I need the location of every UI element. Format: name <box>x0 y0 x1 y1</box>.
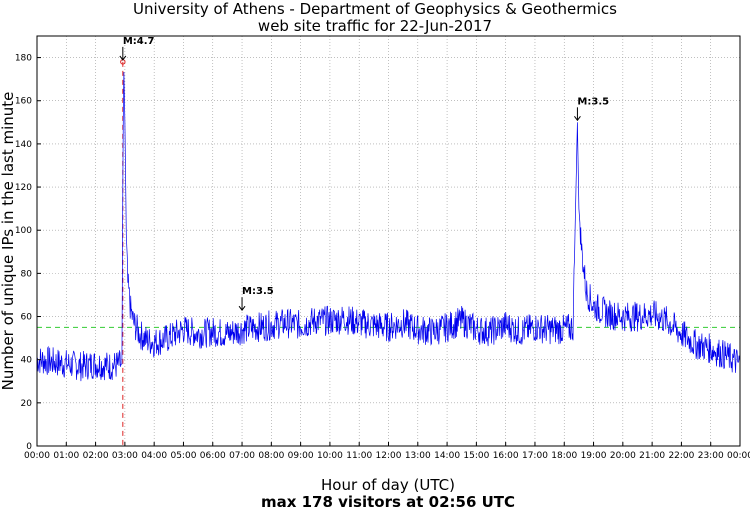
y-tick-labels: 0 20 40 60 80 100 120 140 160 180 <box>15 54 41 452</box>
x-tick-label: 12:00 <box>376 451 402 461</box>
y-tick-label: 120 <box>15 183 32 193</box>
annotation-label: M:3.5 <box>242 286 274 297</box>
annotation-arrowhead <box>238 305 246 312</box>
traffic-series-line <box>36 71 741 382</box>
x-tick-label: 10:00 <box>317 451 343 461</box>
annotations-layer: M:4.7 M:3.5 M:3.5 <box>119 36 609 312</box>
y-tick-label: 180 <box>15 54 32 64</box>
annotation-arrowhead <box>574 116 581 122</box>
y-axis-label: Number of unique IPs in the last minute <box>0 92 17 391</box>
chart-title: University of Athens - Department of Geo… <box>133 0 617 18</box>
x-tick-label: 17:00 <box>522 451 548 461</box>
x-axis-label: Hour of day (UTC) <box>321 476 455 494</box>
grid-lines <box>37 36 740 446</box>
x-tick-label: 08:00 <box>258 451 284 461</box>
x-tick-labels: 00:00 01:00 02:00 03:00 04:00 05:00 06:00 07:00… <box>24 442 750 461</box>
y-tick-label: 140 <box>15 140 32 150</box>
annotation-label: M:3.5 <box>577 96 609 107</box>
x-tick-label: 14:00 <box>434 451 460 461</box>
x-tick-label: 00:00 <box>727 451 750 461</box>
max-visitors-footer: max 178 visitors at 02:56 UTC <box>261 493 515 511</box>
y-tick-label: 100 <box>15 226 32 236</box>
x-tick-label: 02:00 <box>83 451 109 461</box>
x-tick-label: 21:00 <box>639 451 665 461</box>
y-tick-label: 80 <box>21 269 33 279</box>
x-tick-label: 22:00 <box>668 451 694 461</box>
x-tick-label: 20:00 <box>610 451 636 461</box>
y-tick-label: 60 <box>21 313 33 323</box>
x-tick-label: 18:00 <box>551 451 577 461</box>
chart-subtitle: web site traffic for 22-Jun-2017 <box>258 17 492 35</box>
y-tick-label: 0 <box>26 442 32 452</box>
x-tick-label: 15:00 <box>463 451 489 461</box>
series-layer <box>36 59 741 382</box>
y-tick-label: 20 <box>21 399 33 409</box>
y-tick-label: 160 <box>15 97 32 107</box>
x-tick-label: 00:00 <box>24 451 50 461</box>
y-tick-label: 40 <box>21 356 33 366</box>
x-tick-label: 11:00 <box>346 451 372 461</box>
x-tick-label: 16:00 <box>493 451 519 461</box>
reference-lines <box>37 61 740 446</box>
x-tick-label: 05:00 <box>170 451 196 461</box>
x-tick-label: 06:00 <box>200 451 226 461</box>
x-tick-label: 23:00 <box>698 451 724 461</box>
x-tick-label: 13:00 <box>405 451 431 461</box>
x-tick-label: 07:00 <box>229 451 255 461</box>
x-tick-label: 03:00 <box>112 451 138 461</box>
x-tick-label: 04:00 <box>141 451 167 461</box>
annotation-label: M:4.7 <box>123 36 155 47</box>
x-tick-label: 19:00 <box>581 451 607 461</box>
x-tick-label: 01:00 <box>53 451 79 461</box>
annotation-arrowhead <box>119 55 127 61</box>
x-tick-label: 09:00 <box>288 451 314 461</box>
